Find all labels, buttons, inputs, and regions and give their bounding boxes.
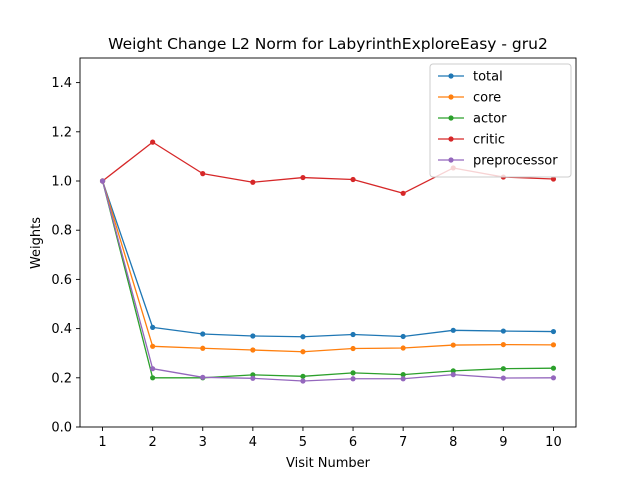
x-tick-label: 4 (249, 435, 257, 450)
legend-label-actor: actor (473, 112, 507, 127)
data-point-core (450, 342, 456, 348)
data-point-critic (250, 179, 256, 185)
data-point-critic (550, 176, 557, 182)
data-point-total (350, 331, 356, 338)
data-point-preprocessor (99, 178, 106, 184)
series-line-core (101, 180, 554, 353)
data-point-actor (450, 368, 456, 374)
axes-frame (79, 57, 577, 428)
data-point-total (500, 328, 506, 334)
data-point-core (250, 347, 256, 353)
x-tick-label: 2 (149, 435, 157, 450)
data-point-preprocessor (350, 376, 356, 382)
data-point-critic (200, 171, 206, 177)
chart-title: Weight Change L2 Norm for LabyrinthExplo… (108, 35, 548, 53)
plot-area: 1 2 3 4 5 6 7 8 9 10 0.0 0.2 0.4 0.6 0.8 1.0 1.2 1.4 (51, 57, 577, 450)
legend-swatch-marker (448, 136, 454, 142)
data-point-preprocessor (450, 372, 456, 378)
data-point-preprocessor (250, 375, 256, 381)
data-point-preprocessor (550, 375, 557, 381)
data-point-core (500, 341, 506, 348)
x-tick-label: 5 (299, 435, 307, 450)
x-tick-label: 10 (545, 435, 562, 450)
data-point-preprocessor (300, 378, 306, 384)
data-point-actor (350, 370, 356, 376)
data-point-critic (300, 174, 306, 181)
legend-label-critic: critic (473, 133, 505, 148)
data-point-total (550, 328, 557, 335)
y-tick-label: 0.6 (51, 273, 72, 288)
data-point-preprocessor (400, 376, 406, 382)
series-preprocessor (99, 178, 557, 384)
y-tick-label: 0.8 (51, 224, 72, 239)
x-tick-label: 9 (499, 435, 507, 450)
y-tick-label: 1.4 (51, 76, 72, 91)
legend-label-core: core (473, 91, 501, 106)
series-line-total (101, 180, 554, 338)
legend-swatch-marker (448, 94, 454, 100)
x-tick-label: 1 (98, 435, 106, 450)
data-point-actor (500, 366, 506, 372)
series-line-preprocessor (101, 180, 554, 382)
y-tick-label: 0.0 (51, 421, 72, 436)
data-point-critic (350, 176, 356, 183)
y-tick-label: 0.4 (51, 322, 72, 337)
data-point-critic (150, 139, 156, 145)
data-point-core (550, 342, 557, 348)
legend-swatch-marker (448, 115, 454, 121)
x-tick-label: 3 (199, 435, 207, 450)
legend-swatch-marker (448, 73, 454, 79)
x-tick-label: 8 (449, 435, 457, 450)
legend: total core actor critic preprocessor (429, 63, 572, 178)
data-point-actor (550, 365, 557, 371)
data-point-total (400, 333, 406, 340)
x-tick-label: 6 (349, 435, 357, 450)
series-line-actor (101, 180, 554, 379)
x-tick-label: 7 (399, 435, 407, 450)
data-point-core (300, 349, 306, 355)
data-point-actor (150, 375, 156, 381)
data-point-total (450, 327, 456, 333)
data-point-preprocessor (150, 366, 156, 372)
data-point-actor (400, 372, 406, 378)
data-point-actor (300, 373, 306, 379)
data-point-total (150, 324, 156, 330)
data-point-total (300, 334, 306, 340)
legend-label-total: total (473, 70, 503, 85)
data-point-total (250, 333, 256, 339)
data-point-core (400, 345, 406, 351)
data-point-total (200, 331, 206, 337)
y-tick-label: 0.2 (51, 371, 72, 386)
data-point-critic (400, 190, 406, 196)
data-point-core (150, 343, 156, 349)
x-axis-label: Visit Number (286, 456, 371, 471)
legend-swatch-marker (448, 157, 454, 163)
data-point-core (200, 345, 206, 351)
y-tick-label: 1.0 (51, 175, 72, 190)
data-point-preprocessor (200, 374, 206, 380)
data-point-preprocessor (500, 375, 506, 381)
legend-label-preprocessor: preprocessor (473, 154, 558, 169)
legend-box (429, 63, 572, 178)
y-axis-label: Weights (29, 217, 44, 269)
y-tick-label: 1.2 (51, 125, 72, 140)
data-point-core (350, 345, 356, 352)
